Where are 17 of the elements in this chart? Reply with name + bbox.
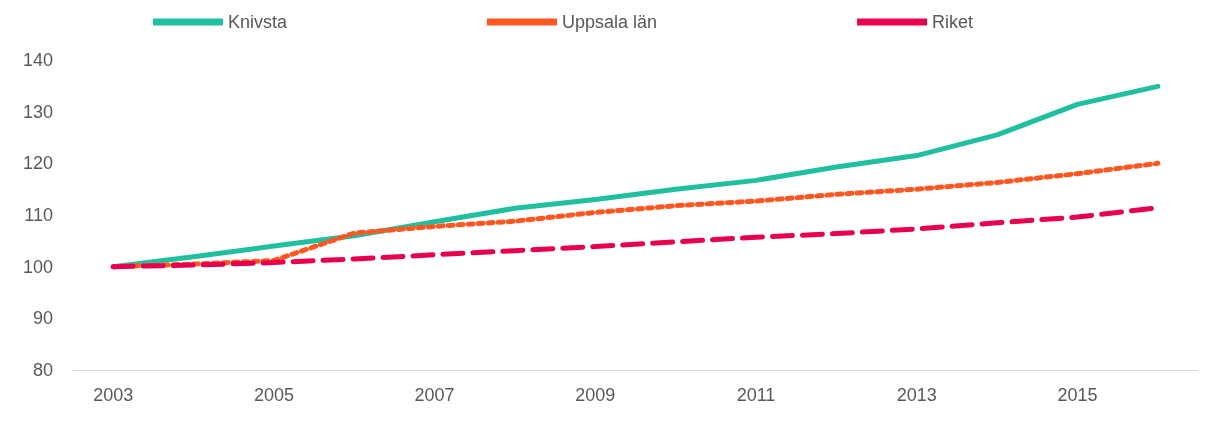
legend-label: Riket	[932, 12, 974, 32]
x-tick-label: 2005	[253, 385, 294, 405]
legend-label: Uppsala län	[562, 12, 658, 32]
x-tick-label: 2011	[736, 385, 776, 405]
y-tick-label: 140	[22, 50, 53, 70]
y-tick-label: 100	[22, 256, 53, 277]
x-tick-label: 2003	[93, 385, 134, 405]
y-tick-label: 110	[24, 205, 53, 225]
x-tick-label: 2015	[1057, 385, 1098, 405]
x-tick-label: 2007	[414, 385, 455, 405]
x-tick-label: 2013	[896, 385, 937, 405]
y-tick-label: 130	[22, 101, 53, 122]
x-tick-label: 2009	[575, 385, 616, 405]
y-tick-label: 120	[22, 153, 53, 174]
legend-label: Knivsta	[228, 12, 289, 32]
y-tick-label: 90	[32, 308, 53, 329]
y-tick-label: 80	[32, 360, 53, 380]
